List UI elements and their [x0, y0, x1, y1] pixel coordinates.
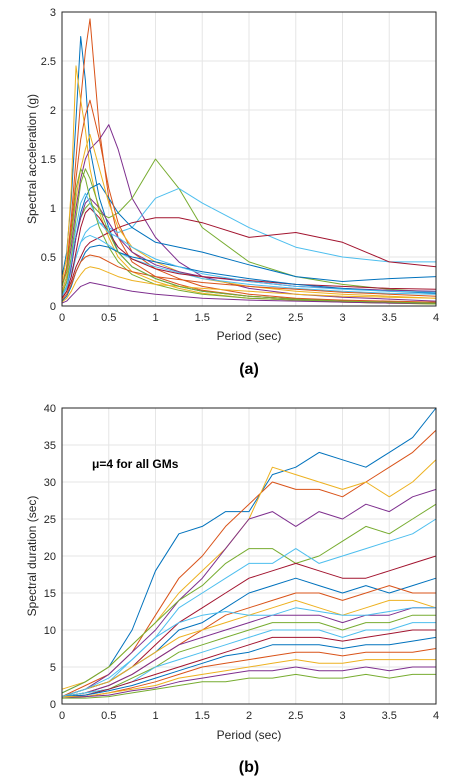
- x-tick-label: 4: [433, 312, 439, 324]
- series-line: [61, 168, 437, 305]
- y-tick-labels-b: 0 5 10 15 20 25 30 35 40: [44, 403, 56, 711]
- series-line: [61, 614, 436, 698]
- x-tick-label: 2: [246, 710, 252, 722]
- series-line: [61, 282, 436, 304]
- x-tick-label: 1.5: [195, 710, 210, 722]
- y-tick-label: 5: [50, 662, 56, 674]
- series-line: [61, 488, 437, 698]
- series-line: [61, 254, 437, 301]
- y-tick-label: 35: [44, 440, 56, 452]
- series-line: [61, 607, 436, 698]
- y-tick-label: 0.5: [41, 252, 56, 264]
- x-tick-label: 2.5: [288, 710, 303, 722]
- y-tick-label: 25: [44, 514, 56, 526]
- y-tick-label: 20: [44, 551, 56, 563]
- x-tick-label: 0: [59, 710, 65, 722]
- x-tick-label: 4: [433, 710, 439, 722]
- series-line: [61, 666, 436, 699]
- series-line: [62, 648, 437, 698]
- series-line: [61, 629, 436, 698]
- x-tick-label: 0.5: [101, 710, 116, 722]
- y-tick-labels-a: 0 0.5 1 1.5 2 2.5 3: [41, 7, 56, 313]
- axes-box-b: [61, 407, 437, 705]
- y-tick-label: 1.5: [41, 154, 56, 166]
- y-tick-label: 15: [44, 588, 56, 600]
- series-line: [61, 168, 437, 304]
- series-line: [62, 673, 436, 699]
- x-tick-label: 1.5: [195, 312, 210, 324]
- y-axis-label-a: Spectral acceleration (g): [25, 94, 39, 224]
- x-tick-label: 1: [152, 710, 158, 722]
- x-tick-label: 2: [246, 312, 252, 324]
- y-tick-label: 1: [50, 203, 56, 215]
- y-tick-label: 2: [50, 105, 56, 117]
- series-line: [61, 266, 437, 303]
- series-line: [61, 503, 437, 694]
- x-tick-label: 0: [59, 312, 65, 324]
- series-group-b: [61, 407, 437, 699]
- y-tick-label: 40: [44, 403, 56, 415]
- y-tick-label: 10: [44, 625, 56, 637]
- y-tick-label: 0: [50, 699, 56, 711]
- y-tick-label: 30: [44, 477, 56, 489]
- x-tick-label: 2.5: [288, 312, 303, 324]
- chart-b: 0 0.5 1 1.5 2 2.5 3 3.5 4 0 5 10 15 20 25 30 35 40 μ=4 f…: [25, 403, 439, 776]
- x-axis-label-a: Period (sec): [217, 329, 282, 343]
- y-tick-label: 0: [50, 301, 56, 313]
- series-line: [61, 192, 437, 297]
- x-axis-label-b: Period (sec): [217, 728, 282, 742]
- x-tick-label: 0.5: [101, 312, 116, 324]
- x-tick-label: 3: [339, 312, 345, 324]
- series-line: [61, 607, 436, 698]
- axes-box-a: [61, 11, 437, 307]
- annotation-b: μ=4 for all GMs: [92, 457, 179, 471]
- series-line: [61, 407, 437, 694]
- y-tick-label: 3: [50, 7, 56, 19]
- chart-a: 0 0.5 1 1.5 2 2.5 3 3.5 4 0 0.5 1 1.5 2 2.5 3 Period (…: [25, 7, 439, 378]
- panel-caption-b: (b): [239, 759, 259, 776]
- series-line: [62, 659, 436, 698]
- x-tick-label: 3: [339, 710, 345, 722]
- x-tick-labels-a: 0 0.5 1 1.5 2 2.5 3 3.5 4: [59, 312, 439, 324]
- y-axis-label-b: Spectral duration (sec): [25, 496, 39, 617]
- series-line: [61, 518, 437, 698]
- series-line: [61, 134, 437, 299]
- x-tick-labels-b: 0 0.5 1 1.5 2 2.5 3 3.5 4: [59, 710, 439, 722]
- x-tick-label: 3.5: [382, 312, 397, 324]
- x-tick-label: 1: [152, 312, 158, 324]
- panel-caption-a: (a): [239, 361, 259, 378]
- series-group-a: [61, 18, 437, 305]
- series-line: [61, 99, 437, 303]
- series-line: [61, 636, 437, 698]
- x-tick-label: 3.5: [382, 710, 397, 722]
- y-tick-label: 2.5: [41, 56, 56, 68]
